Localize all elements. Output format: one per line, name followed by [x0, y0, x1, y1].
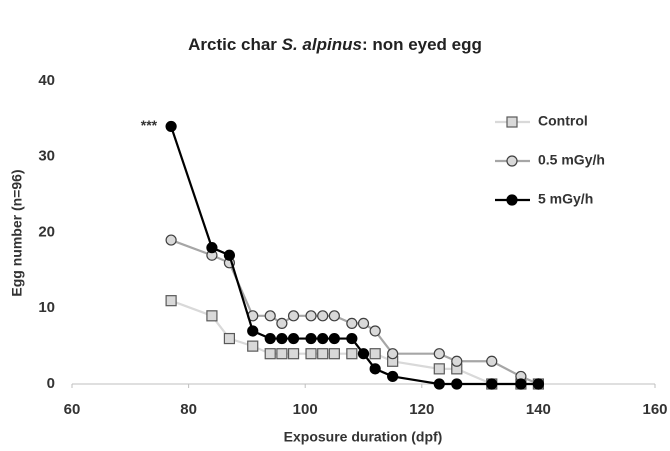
- chart-title: Arctic char S. alpinus: non eyed egg: [188, 35, 482, 54]
- data-point: [264, 348, 276, 360]
- data-point: [369, 363, 381, 375]
- data-point: [387, 348, 399, 360]
- title-part: : non eyed egg: [362, 35, 482, 54]
- y-tick-label: 20: [38, 223, 55, 240]
- data-point: [317, 332, 329, 345]
- data-point: [305, 348, 317, 360]
- data-point: [165, 295, 177, 307]
- data-point: [165, 234, 177, 246]
- data-point: [532, 378, 545, 390]
- data-point: [317, 310, 329, 322]
- y-tick-label: 40: [38, 72, 55, 89]
- legend-marker: [506, 116, 518, 128]
- x-tick-label: 160: [642, 401, 667, 418]
- data-point: [287, 332, 300, 345]
- data-point: [223, 249, 236, 261]
- data-point: [264, 310, 276, 322]
- data-point: [223, 332, 236, 345]
- data-point: [206, 310, 218, 322]
- data-point: [328, 310, 340, 322]
- data-point: [486, 378, 498, 390]
- data-point: [433, 378, 445, 390]
- data-point: [357, 317, 370, 329]
- x-tick-label: 100: [293, 401, 318, 418]
- legend-marker: [506, 194, 518, 206]
- y-tick-label: 0: [47, 375, 55, 392]
- data-point: [276, 332, 288, 345]
- data-point: [305, 332, 317, 345]
- x-axis-title: Exposure duration (dpf): [284, 429, 443, 445]
- data-point: [328, 332, 340, 345]
- legend-label: Control: [538, 113, 588, 129]
- data-point: [486, 355, 498, 367]
- x-tick-label: 60: [64, 401, 81, 418]
- data-point: [247, 340, 259, 352]
- y-axis-title: Egg number (n=96): [9, 169, 25, 296]
- data-point: [206, 242, 218, 254]
- data-point: [328, 348, 340, 360]
- title-part: S. alpinus: [282, 35, 362, 54]
- data-point: [287, 348, 300, 360]
- data-point: [346, 348, 358, 360]
- y-tick-label: 10: [38, 299, 55, 316]
- data-point: [276, 317, 288, 329]
- data-point: [369, 325, 381, 337]
- data-point: [387, 370, 399, 383]
- x-tick-label: 120: [409, 401, 434, 418]
- legend-marker: [506, 155, 518, 167]
- y-tick-label: 30: [38, 148, 55, 165]
- title-part: Arctic char: [188, 35, 282, 54]
- data-point: [287, 310, 300, 322]
- data-point: [264, 332, 276, 345]
- data-point: [357, 348, 370, 360]
- data-point: [317, 348, 329, 360]
- data-point: [346, 317, 358, 329]
- legend-label: 0.5 mGy/h: [538, 152, 605, 168]
- data-point: [433, 348, 445, 360]
- data-point: [433, 363, 445, 375]
- x-tick-label: 80: [180, 401, 197, 418]
- x-tick-label: 140: [526, 401, 551, 418]
- data-point: [451, 378, 463, 390]
- data-point: [451, 355, 463, 367]
- annotation: ***: [141, 117, 158, 133]
- data-point: [369, 348, 381, 360]
- data-point: [305, 310, 317, 322]
- data-point: [276, 348, 288, 360]
- data-point: [165, 120, 177, 133]
- legend-label: 5 mGy/h: [538, 191, 593, 207]
- data-point: [346, 332, 358, 345]
- data-point: [515, 378, 527, 390]
- data-point: [247, 325, 259, 337]
